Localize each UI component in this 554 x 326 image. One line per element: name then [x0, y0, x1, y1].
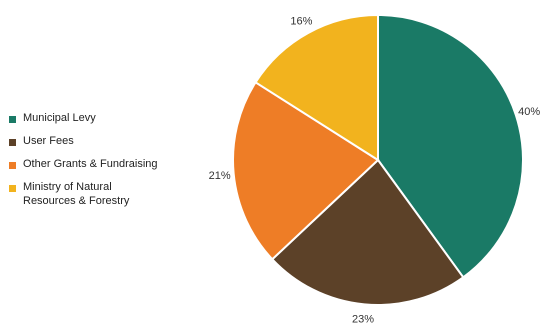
legend-swatch: [9, 116, 16, 123]
pie-slice-label: 21%: [209, 170, 231, 182]
legend-label: Municipal Levy: [23, 111, 96, 125]
legend-swatch: [9, 139, 16, 146]
pie-slice: [377, 13, 524, 279]
pie-slice: [232, 80, 380, 261]
legend-label-line: User Fees: [23, 135, 74, 147]
pie-slice-label: 23%: [352, 313, 374, 325]
legend-label-line: Ministry of Natural: [23, 181, 112, 193]
legend-label-line: Municipal Levy: [23, 112, 96, 124]
pie-slice: [270, 158, 465, 306]
legend-swatch: [9, 185, 16, 192]
pie-slice-label: 16%: [290, 16, 312, 28]
pie-slice-label: 40%: [518, 106, 540, 118]
legend-swatch: [9, 162, 16, 169]
legend-label-line: Resources & Forestry: [23, 195, 130, 207]
legend-label-line: Other Grants & Fundraising: [23, 158, 158, 170]
legend-label: User Fees: [23, 134, 74, 148]
legend-label: Other Grants & Fundraising: [23, 157, 158, 171]
pie-slice: [254, 13, 379, 162]
legend-label: Ministry of Natural Resources & Forestry: [23, 180, 129, 208]
